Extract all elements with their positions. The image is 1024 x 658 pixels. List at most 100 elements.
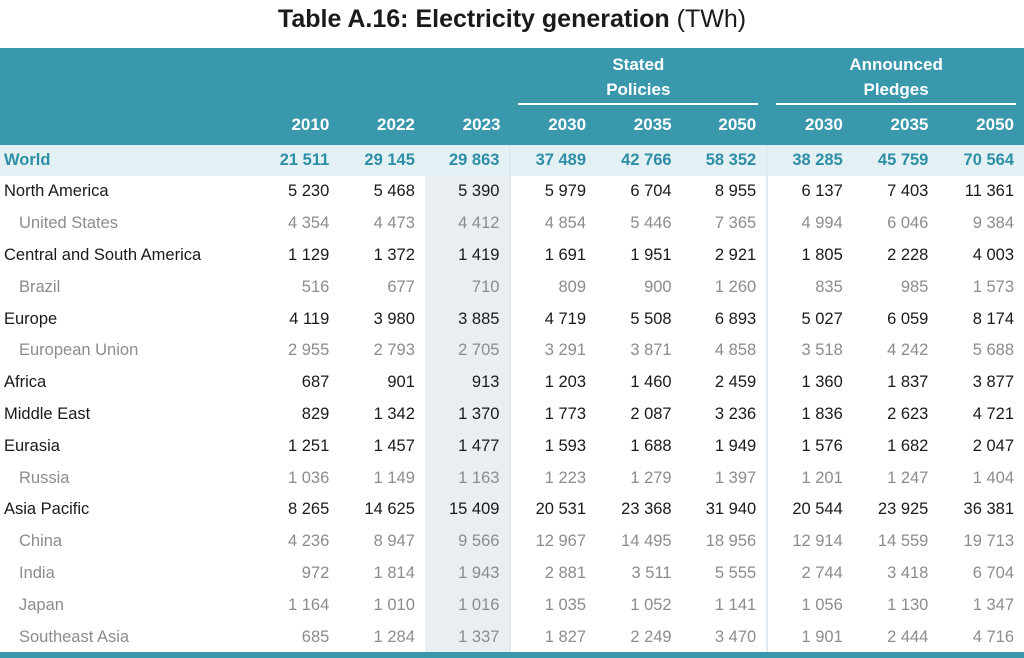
table-cell: 7 403 <box>887 182 929 201</box>
table-cell: 1 164 <box>288 595 330 614</box>
row-label: Russia <box>19 468 70 487</box>
table-cell: 1 951 <box>630 245 672 264</box>
table-cell: 5 027 <box>766 303 853 335</box>
row-label: North America <box>4 182 109 201</box>
table-cell: 4 003 <box>972 245 1014 264</box>
row-label: United States <box>19 214 119 233</box>
table-body: World 21 511 29 145 29 863 37 489 42 766 58 35… <box>0 145 1024 653</box>
table-cell: 1 397 <box>714 468 757 487</box>
row-label: European Union <box>19 341 139 360</box>
header-blank <box>0 48 511 105</box>
table-cell: 516 <box>301 277 330 296</box>
row-label: Asia Pacific <box>4 500 90 519</box>
table-cell: 8 174 <box>972 309 1014 328</box>
table-cell: 4 994 <box>766 207 853 240</box>
table-cell: 900 <box>644 277 672 296</box>
table-cell: 1 814 <box>373 563 415 582</box>
table-cell: 2 444 <box>887 627 929 646</box>
table-cell: 1 404 <box>972 468 1014 487</box>
electricity-table-container: Stated Policies Announced Pledges 2010 2022… <box>0 48 1024 653</box>
table-cell: 1 805 <box>766 239 853 272</box>
table-cell: 1 573 <box>972 277 1014 296</box>
table-cell: 1 827 <box>509 621 597 653</box>
table-cell: 29 863 <box>424 145 511 176</box>
table-cell: 4 354 <box>288 214 330 233</box>
year-header: 2035 <box>852 105 939 145</box>
table-cell: 2 459 <box>714 373 757 392</box>
row-label: Eurasia <box>4 436 60 455</box>
group-underline <box>776 103 1016 105</box>
table-cell: 36 381 <box>963 500 1014 519</box>
table-cell: 1 347 <box>972 595 1014 614</box>
table-cell: 6 893 <box>714 309 757 328</box>
table-cell: 1 773 <box>509 398 597 431</box>
table-cell: 1 943 <box>424 557 511 590</box>
table-cell: 58 352 <box>681 145 768 176</box>
table-cell: 2 623 <box>887 404 929 423</box>
table-cell: 1 342 <box>373 404 415 423</box>
year-header: 2022 <box>339 105 425 145</box>
table-cell: 19 713 <box>963 532 1014 551</box>
table-cell: 2 249 <box>630 627 672 646</box>
row-label: World <box>0 145 254 176</box>
group-label-stated-policies: Stated Policies <box>606 54 671 99</box>
table-cell: 1 370 <box>424 398 511 431</box>
table-cell: 2 228 <box>887 245 929 264</box>
table-row: North America 5 230 5 468 5 390 5 979 6 704 8 … <box>0 176 1024 208</box>
year-header: 2035 <box>596 105 682 145</box>
table-cell: 9 566 <box>424 525 511 558</box>
table-row: Southeast Asia 685 1 284 1 337 1 827 2 249 3 4… <box>0 621 1024 653</box>
table-row: China 4 236 8 947 9 566 12 967 14 495 18 956 12… <box>0 525 1024 558</box>
table-title-main: Table A.16: Electricity generation <box>277 5 670 33</box>
table-cell: 38 285 <box>766 145 853 176</box>
table-cell: 1 149 <box>373 468 415 487</box>
table-cell: 3 871 <box>630 341 672 360</box>
row-label: China <box>19 532 63 551</box>
table-cell: 4 854 <box>509 207 597 240</box>
table-cell: 1 372 <box>373 245 415 264</box>
table-header: Stated Policies Announced Pledges 2010 2022… <box>0 48 1024 145</box>
table-row: Africa 687 901 913 1 203 1 460 2 459 1 360 1 837… <box>0 366 1024 399</box>
year-header: 2030 <box>766 105 853 145</box>
table-cell: 1 163 <box>424 462 511 494</box>
group-underline <box>518 103 759 105</box>
table-cell: 1 201 <box>766 462 853 494</box>
year-header: 2050 <box>938 105 1024 145</box>
table-cell: 2 921 <box>714 245 757 264</box>
table-cell: 3 885 <box>424 303 511 335</box>
table-cell: 3 980 <box>373 309 415 328</box>
table-title: Table A.16: Electricity generation (TWh) <box>0 0 1024 40</box>
table-cell: 5 468 <box>373 182 415 201</box>
table-cell: 6 704 <box>630 182 672 201</box>
header-group-announced-pledges: Announced Pledges <box>766 48 1024 105</box>
table-cell: 1 688 <box>630 436 672 455</box>
table-cell: 18 956 <box>705 532 757 551</box>
table-cell: 14 625 <box>364 500 415 519</box>
table-cell: 1 337 <box>424 621 511 653</box>
table-cell: 5 508 <box>630 309 672 328</box>
table-cell: 1 036 <box>288 468 330 487</box>
table-row: United States 4 354 4 473 4 412 4 854 5 446 7 … <box>0 207 1024 240</box>
table-cell: 42 766 <box>596 145 682 176</box>
table-cell: 1 457 <box>373 436 415 455</box>
table-cell: 7 365 <box>714 214 757 233</box>
row-label: Southeast Asia <box>19 627 130 646</box>
table-cell: 2 881 <box>509 557 597 590</box>
row-label: Middle East <box>4 404 91 423</box>
table-cell: 2 955 <box>288 341 330 360</box>
table-cell: 1 130 <box>887 595 929 614</box>
row-label: Brazil <box>19 277 61 296</box>
table-cell: 1 691 <box>509 239 597 272</box>
header-group-row: Stated Policies Announced Pledges <box>0 48 1024 105</box>
table-row: India 972 1 814 1 943 2 881 3 511 5 555 2 744 3 … <box>0 557 1024 590</box>
table-cell: 3 418 <box>887 563 929 582</box>
table-cell: 685 <box>301 627 330 646</box>
table-cell: 1 010 <box>373 595 415 614</box>
table-cell: 5 390 <box>424 176 511 208</box>
table-cell: 835 <box>766 271 853 304</box>
table-cell: 1 682 <box>887 436 929 455</box>
table-cell: 913 <box>424 366 511 399</box>
table-cell: 1 247 <box>887 468 929 487</box>
header-label-blank <box>0 105 254 145</box>
table-cell: 6 704 <box>972 563 1014 582</box>
